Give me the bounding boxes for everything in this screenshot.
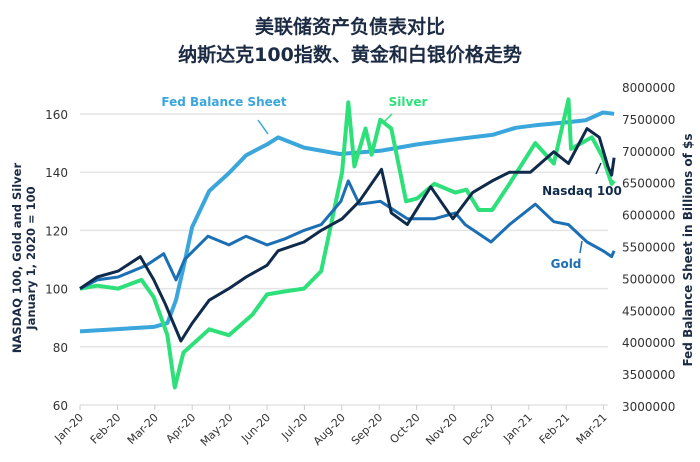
y-right-tick-label: 8000000 [622,81,675,95]
y-right-tick-label: 6500000 [622,177,675,191]
y-right-tick-label: 5000000 [622,272,675,286]
series-annotation-label: Gold [551,257,582,271]
y-left-axis-label-line2: January 1, 2020 = 100 [24,186,38,330]
x-tick-label: Jun-20 [238,411,273,446]
y-right-tick-label: 3500000 [622,368,675,382]
x-tick-label: Sep-20 [349,411,386,448]
annotation-arrow-icon [579,240,583,254]
series-annotation-label: Silver [389,95,428,109]
y-right-axis-label: Fed Balance Sheet in Billions of $s [681,133,695,366]
x-tick-label: May-20 [198,411,236,449]
chart-title: 美联储资产负债表对比 [254,16,445,38]
x-tick-label: Nov-20 [423,411,460,448]
x-tick-label: Mar-21 [574,411,610,447]
x-tick-label: Jan-20 [52,411,87,446]
y-left-tick-label: 160 [45,108,68,122]
y-left-tick-label: 120 [45,224,68,238]
y-left-tick-label: 60 [53,399,68,413]
y-left-axis-label: NASDAQ 100, Gold and Silver [10,163,24,354]
series-annotation-label: Nasdaq 100 [542,184,622,198]
series-annotation-label: Fed Balance Sheet [161,95,287,109]
x-tick-label: Jul-20 [279,411,311,443]
annotation-arrow-icon [595,162,602,175]
y-left-tick-label: 140 [45,166,68,180]
y-right-tick-label: 7500000 [622,113,675,127]
y-right-tick-label: 4500000 [622,304,675,318]
series-line-fed-balance-sheet [79,110,615,334]
x-tick-label: Apr-20 [163,411,198,446]
y-right-tick-label: 3000000 [622,400,675,414]
series-line-silver [79,97,616,390]
x-tick-label: Oct-20 [387,411,422,446]
x-tick-label: Mar-20 [125,411,161,447]
series-line-gold [79,179,616,290]
x-tick-label: Feb-21 [537,411,573,447]
y-left-tick-label: 100 [45,283,68,297]
y-right-tick-label: 4000000 [622,336,675,350]
y-left-tick-label: 80 [53,341,68,355]
series-line-nasdaq-100 [79,127,616,343]
annotation-arrow-icon [257,119,269,135]
x-tick-label: Dec-20 [461,411,498,448]
chart-subtitle: 纳斯达克100指数、黄金和白银价格走势 [178,44,522,66]
y-right-tick-label: 6000000 [622,209,675,223]
annotation-arrow-icon [382,113,393,124]
x-tick-label: Feb-20 [88,411,124,447]
y-right-tick-label: 7000000 [622,145,675,159]
x-tick-label: Aug-20 [311,411,348,448]
x-tick-label: Jan-21 [500,411,535,446]
y-right-tick-label: 5500000 [622,241,675,255]
